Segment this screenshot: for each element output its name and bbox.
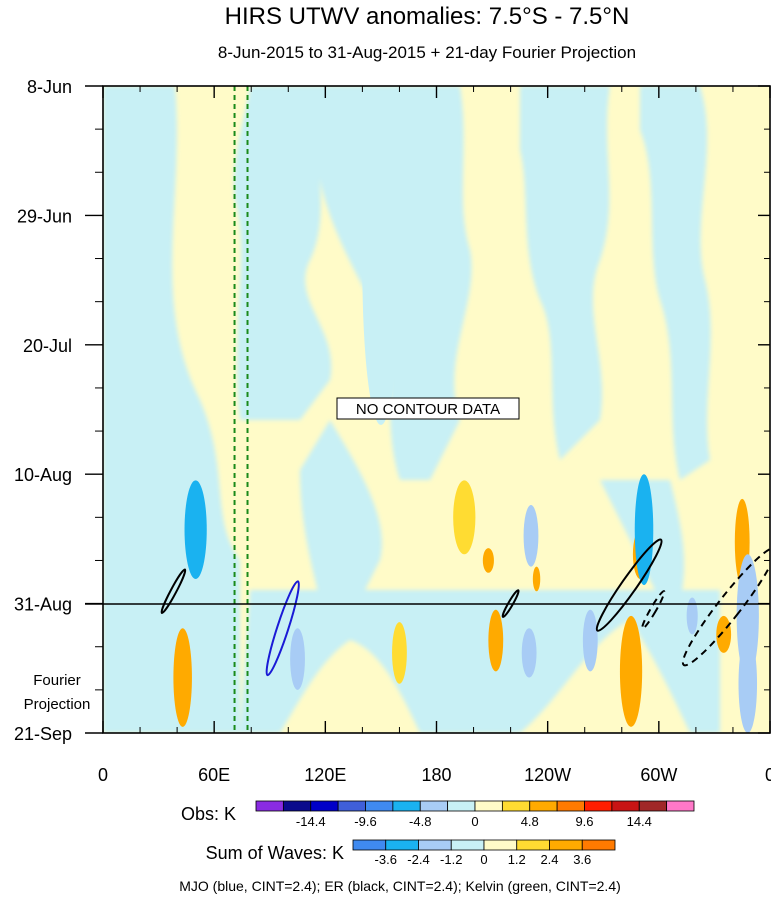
waves-swatch-6 [549,839,583,851]
y-tick-label-3: 10-Aug [14,465,72,485]
y-tick-label-1: 29-Jun [17,206,72,226]
er-contour-3 [595,538,663,632]
obs-swatch-0 [255,800,284,812]
anomaly-field [103,86,759,733]
band-west [103,86,240,733]
obs-swatch-1 [282,800,312,812]
anomaly-blob-7 [634,474,654,586]
x-tick-label-5: 60W [640,765,677,785]
y-tick-label-4: 31-Aug [14,595,72,615]
y-tick-label-5: 21-Sep [14,724,72,744]
y-axis: 8-Jun 29-Jun 20-Jul 10-Aug 31-Aug 21-Sep [14,77,770,744]
obs-swatch-15 [666,800,695,812]
obs-colorbar: -14.4 -9.6 -4.8 0 4.8 9.6 14.4 [255,800,695,829]
anomaly-blob-17 [686,597,698,635]
mjo-contour-0 [265,580,300,677]
anomaly-blob-11 [290,628,305,690]
obs-tick-label-9: 4.8 [521,814,539,829]
waves-colorbar: -3.6 -2.4 -1.2 0 1.2 2.4 3.6 [352,839,616,867]
obs-tick-label-3: -9.6 [354,814,376,829]
waves-tick-label-3: 0 [480,852,487,867]
obs-swatch-11 [556,800,585,812]
obs-swatch-9 [501,800,531,812]
x-axis: 0 60E 120E 180 120W 60W 0 [98,86,771,785]
x-tick-label-6: 0 [765,765,771,785]
waves-tick-label-4: 1.2 [508,852,526,867]
band-dateline-south [300,420,382,600]
band-projection [240,590,720,733]
obs-swatch-2 [310,800,339,812]
legend-note: MJO (blue, CINT=2.4); ER (black, CINT=2.… [179,878,621,894]
anomaly-blob-19 [738,634,758,733]
anomaly-blob-14 [521,628,537,678]
waves-tick-label-1: -2.4 [407,852,429,867]
band-indian-ocean [233,86,332,420]
anomaly-blobs [173,116,759,733]
waves-colorbar-label: Sum of Waves: K [206,843,344,863]
obs-tick-label-7: 0 [471,814,478,829]
fourier-label-line2: Projection [24,696,91,713]
y-tick-label-0: 8-Jun [27,77,72,97]
x-tick-label-0: 0 [98,765,108,785]
anomaly-blob-15 [582,609,598,672]
x-tick-label-3: 180 [421,765,451,785]
anomaly-blob-10 [173,628,192,727]
x-tick-label-1: 60E [198,765,230,785]
waves-tick-label-6: 3.6 [573,852,591,867]
waves-swatch-1 [385,839,419,851]
anomaly-blob-1 [362,116,400,425]
er-contour-1 [160,568,187,615]
er-contour-4 [641,590,666,630]
x-tick-label-4: 120W [524,765,571,785]
obs-swatch-10 [529,800,558,812]
obs-swatch-4 [365,800,394,812]
obs-swatch-6 [419,800,449,812]
obs-swatch-14 [638,800,668,812]
x-tick-label-2: 120E [304,765,346,785]
fourier-label-line1: Fourier [33,672,81,689]
chart-subtitle: 8-Jun-2015 to 31-Aug-2015 + 21-day Fouri… [218,43,636,62]
obs-swatch-12 [584,800,613,812]
waves-swatch-4 [483,839,518,851]
band-east-pacific [520,86,610,460]
waves-tick-label-0: -3.6 [375,852,397,867]
no-contour-note: NO CONTOUR DATA [336,397,520,420]
y-tick-label-2: 20-Jul [23,336,72,356]
obs-swatch-5 [392,800,421,812]
obs-tick-label-11: 9.6 [575,814,593,829]
anomaly-blob-2 [453,480,476,555]
wave-contours [160,538,770,677]
obs-swatch-7 [447,800,476,812]
obs-tick-label-13: 14.4 [627,814,652,829]
anomaly-blob-5 [532,566,541,592]
waves-tick-label-5: 2.4 [540,852,558,867]
obs-tick-label-5: -4.8 [409,814,431,829]
chart-title: HIRS UTWV anomalies: 7.5°S - 7.5°N [225,3,630,30]
anomaly-blob-0 [184,480,207,579]
anomaly-blob-13 [488,609,504,672]
obs-swatch-8 [474,800,503,812]
obs-tick-label-1: -14.4 [296,814,326,829]
waves-swatch-3 [450,839,485,851]
er-contour-5 [681,547,770,667]
obs-colorbar-label: Obs: K [181,804,236,824]
anomaly-blob-18 [716,615,732,653]
anomaly-blob-12 [392,622,407,684]
anomaly-blob-3 [482,548,494,573]
note-box [336,397,520,420]
waves-swatch-5 [516,839,550,851]
note-text: NO CONTOUR DATA [356,401,500,418]
waves-tick-label-2: -1.2 [440,852,462,867]
obs-swatch-13 [611,800,640,812]
band-america [640,86,711,480]
waves-swatch-7 [581,839,616,851]
anomaly-blob-16 [619,615,643,727]
waves-swatch-0 [352,839,387,851]
waves-swatch-2 [418,839,452,851]
band-west-proj [103,600,172,733]
obs-swatch-3 [337,800,366,812]
anomaly-blob-4 [523,505,539,567]
